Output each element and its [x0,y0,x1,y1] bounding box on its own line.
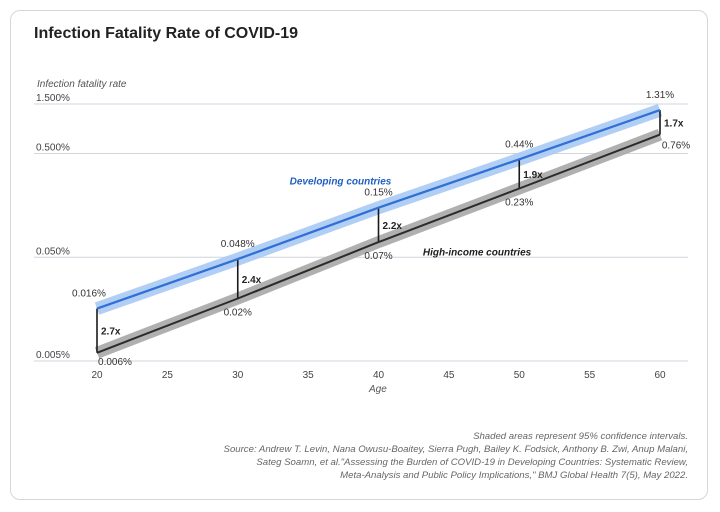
y-tick-label: 0.005% [36,350,70,361]
x-tick-label: 45 [443,370,455,381]
developing-data-label: 0.44% [505,139,533,150]
x-axis-label: Age [369,384,387,395]
chart-title: Infection Fatality Rate of COVID-19 [34,25,299,42]
high-income-data-label: 0.07% [364,251,392,262]
x-tick-label: 55 [584,370,596,381]
developing-data-label: 0.15% [364,188,392,199]
developing-line [96,109,661,310]
x-tick-label: 25 [162,370,174,381]
notes-source-2: Sateg Soamn, et al."Assessing the Burden… [256,457,688,468]
high-income-data-label: 0.02% [224,308,252,319]
notes-confidence: Shaded areas represent 95% confidence in… [473,431,688,442]
developing-data-label: 0.016% [72,289,106,300]
developing-series-label: Developing countries [290,177,392,188]
ratio-label: 2.7x [101,327,121,338]
y-tick-label: 0.050% [36,246,70,257]
high-income-data-label: 0.23% [505,197,533,208]
developing-data-label: 1.31% [646,90,674,101]
notes-source-3: Meta-Analysis and Public Policy Implicat… [340,470,688,481]
x-tick-label: 60 [654,370,666,381]
chart-notes: Shaded areas represent 95% confidence in… [224,430,688,482]
high-income-line [96,133,661,354]
high-income-series-label: High-income countries [423,247,532,258]
ratio-label: 1.9x [523,170,543,181]
x-tick-label: 40 [373,370,385,381]
y-tick-label: 0.500% [36,143,70,154]
high-income-data-label: 0.76% [662,141,690,152]
x-tick-label: 35 [303,370,315,381]
y-axis-label: Infection fatality rate [37,79,127,90]
ratio-label: 2.2x [383,221,403,232]
y-tick-label: 1.500% [36,93,70,104]
high-income-data-label: 0.006% [98,357,132,368]
notes-source-1: Source: Andrew T. Levin, Nana Owusu-Boai… [223,444,688,455]
x-tick-label: 20 [91,370,103,381]
x-tick-label: 30 [232,370,244,381]
ratio-label: 1.7x [664,118,684,129]
x-tick-label: 50 [514,370,526,381]
ratio-label: 2.4x [242,275,262,286]
developing-data-label: 0.048% [221,239,255,250]
